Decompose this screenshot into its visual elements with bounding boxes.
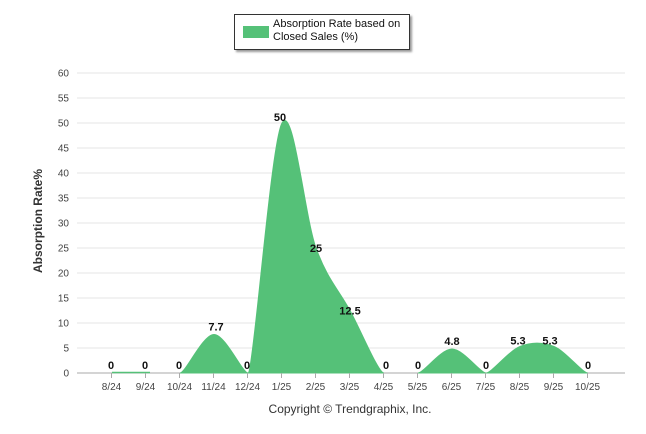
data-label: 0 — [108, 360, 114, 372]
y-tick-label: 50 — [58, 119, 70, 130]
series-area — [112, 120, 589, 374]
y-tick-label: 45 — [58, 144, 70, 155]
x-tick-label: 9/25 — [544, 382, 564, 393]
x-tick-label: 8/24 — [102, 382, 122, 393]
data-labels: 0 0 0 7.7 0 50 25 12.5 0 0 4.8 0 5.3 5.3 0 — [108, 112, 591, 372]
data-label: 0 — [176, 360, 182, 372]
y-tick-label: 0 — [63, 369, 69, 380]
legend-swatch — [243, 26, 269, 38]
data-label: 0 — [585, 360, 591, 372]
area-segment — [247, 120, 385, 374]
y-tick-label: 30 — [58, 219, 70, 230]
data-label: 7.7 — [208, 322, 223, 334]
data-label: 4.8 — [444, 336, 459, 348]
y-tick-label: 55 — [58, 94, 70, 105]
y-tick-label: 15 — [58, 294, 70, 305]
data-label: 0 — [483, 360, 489, 372]
x-tick-label: 10/24 — [167, 382, 192, 393]
data-label: 0 — [383, 360, 389, 372]
x-tick-label: 4/25 — [374, 382, 394, 393]
y-tick-label: 40 — [58, 169, 70, 180]
data-label: 5.3 — [542, 336, 557, 348]
area-segment — [485, 342, 589, 374]
x-tick-label: 6/25 — [442, 382, 462, 393]
data-label: 50 — [274, 112, 286, 124]
data-label: 0 — [415, 360, 421, 372]
y-tick-label: 20 — [58, 269, 70, 280]
data-label: 0 — [142, 360, 148, 372]
data-label: 25 — [310, 243, 322, 255]
y-tick-label: 25 — [58, 244, 70, 255]
area-segment — [179, 333, 249, 374]
y-tick-label: 35 — [58, 194, 70, 205]
x-tick-label: 8/25 — [510, 382, 530, 393]
x-axis-ticks: 8/24 9/24 10/24 11/24 12/24 1/25 2/25 3/25 4/25 5… — [102, 373, 600, 393]
data-label: 0 — [244, 360, 250, 372]
legend: Absorption Rate based on Closed Sales (%… — [234, 14, 410, 50]
area-segment — [417, 348, 487, 374]
x-tick-label: 1/25 — [272, 382, 292, 393]
x-tick-label: 10/25 — [575, 382, 600, 393]
data-label: 5.3 — [510, 336, 525, 348]
copyright-text: Copyright © Trendgraphix, Inc. — [268, 402, 432, 416]
x-tick-label: 11/24 — [201, 382, 226, 393]
gridlines — [77, 72, 625, 374]
y-tick-label: 5 — [63, 344, 69, 355]
y-axis-title: Absorption Rate% — [31, 169, 45, 274]
x-tick-label: 5/25 — [408, 382, 428, 393]
y-axis-ticks: 0 5 10 15 20 25 30 35 40 45 50 55 60 — [58, 69, 70, 380]
legend-label: Absorption Rate based on Closed Sales (%… — [273, 18, 401, 43]
x-tick-label: 2/25 — [306, 382, 326, 393]
y-tick-label: 60 — [58, 69, 70, 80]
data-label: 12.5 — [339, 306, 360, 318]
y-tick-label: 10 — [58, 319, 70, 330]
x-tick-label: 7/25 — [476, 382, 496, 393]
x-tick-label: 9/24 — [136, 382, 156, 393]
x-tick-label: 3/25 — [340, 382, 360, 393]
x-tick-label: 12/24 — [235, 382, 260, 393]
